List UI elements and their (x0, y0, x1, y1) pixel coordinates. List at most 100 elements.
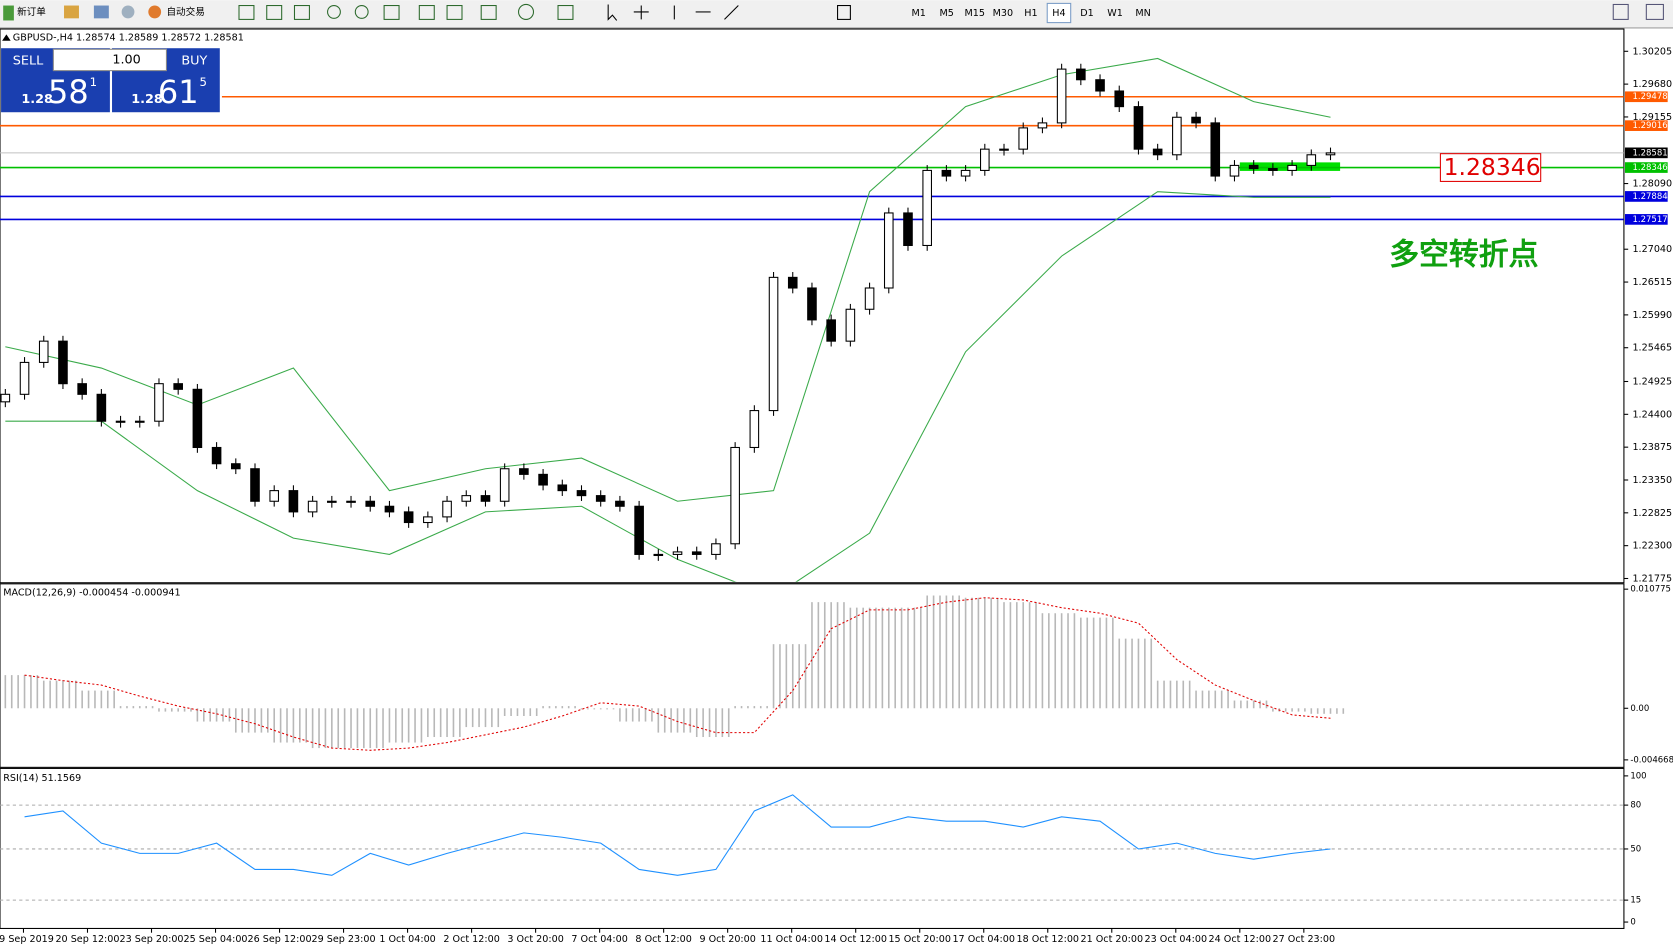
candle (403, 511, 414, 524)
label-tool[interactable] (837, 5, 851, 20)
candle (115, 420, 126, 423)
candle (480, 495, 491, 502)
candle (730, 446, 740, 545)
timeframe-button[interactable]: MN (1135, 8, 1150, 19)
tool-icon[interactable] (518, 3, 535, 20)
candle (96, 393, 107, 422)
search[interactable] (1612, 3, 1629, 20)
candle (38, 340, 49, 363)
auto-trading-button[interactable]: 自动交易 (166, 6, 204, 18)
x-tick-label: 7 Oct 04:00 (571, 934, 627, 945)
candle (749, 410, 760, 449)
candle (307, 500, 318, 513)
crosshair-tool[interactable] (633, 5, 649, 20)
price-line-label: 1.29478 (1632, 92, 1667, 102)
collapse-arrow[interactable] (2, 34, 11, 41)
candle (1133, 106, 1144, 150)
candle (845, 308, 856, 342)
timeframe-button[interactable]: M1 (911, 8, 925, 19)
tool-icon[interactable] (418, 5, 435, 20)
tool-icon[interactable] (64, 5, 79, 19)
timeframe-button[interactable]: W1 (1107, 8, 1123, 19)
sell-pips: 58 (48, 73, 89, 111)
toolbar (0, 0, 1673, 28)
y-tick-label: 1.22825 (1632, 508, 1672, 519)
tool-icon[interactable] (238, 5, 255, 20)
rsi-tick-label: 15 (1630, 896, 1641, 906)
candle (288, 490, 299, 513)
tool-icon[interactable] (93, 5, 109, 19)
candle (423, 516, 433, 524)
x-tick-label: 2 Oct 12:00 (443, 934, 499, 945)
y-tick-label: 1.24400 (1632, 409, 1672, 420)
buy-fraction: 5 (200, 75, 207, 89)
macd-tick-label: 0.010775 (1630, 585, 1671, 595)
tool-icon[interactable] (480, 5, 497, 20)
candle (499, 468, 510, 502)
candle (787, 276, 798, 289)
candle (77, 383, 87, 395)
candle (960, 169, 971, 177)
candle (327, 500, 337, 503)
tool-icon[interactable] (557, 5, 574, 20)
candle (384, 505, 395, 513)
candle (711, 543, 721, 555)
candle (1210, 122, 1221, 177)
y-tick-label: 1.27040 (1632, 244, 1672, 255)
candle (672, 551, 683, 555)
tool-icons (238, 3, 851, 21)
candle (1076, 68, 1086, 81)
rsi-tick-label: 50 (1630, 844, 1641, 854)
timeframe-button[interactable]: M5 (940, 8, 954, 19)
candle (134, 420, 145, 423)
y-tick-label: 1.22300 (1632, 541, 1672, 552)
candle (1152, 148, 1163, 156)
candle (1056, 68, 1067, 124)
candle (1268, 168, 1278, 171)
y-tick-label: 1.25990 (1632, 310, 1672, 321)
timeframe-button[interactable]: M30 (993, 8, 1014, 19)
zoom-in[interactable] (327, 5, 341, 19)
rsi-tick-label: 100 (1630, 771, 1646, 781)
chart-header: GBPUSD-,H4 1.28574 1.28589 1.28572 1.285… (13, 33, 244, 44)
lot-size[interactable]: 1.00 (112, 52, 141, 67)
rsi-label: RSI(14) 51.1569 (3, 773, 81, 784)
sell-button[interactable]: SELL (13, 54, 44, 69)
timeframe-button[interactable]: D1 (1080, 8, 1094, 19)
cursor-tool[interactable] (607, 4, 618, 21)
tool-icon[interactable] (446, 5, 463, 20)
new-order-button[interactable]: 新订单 (17, 6, 46, 18)
chat[interactable] (1645, 3, 1664, 20)
buy-button[interactable]: BUY (181, 54, 207, 69)
new-order-icon[interactable] (3, 5, 14, 21)
sell-fraction: 1 (90, 75, 97, 89)
y-tick-label: 1.24925 (1632, 376, 1672, 387)
price-line-tag (1624, 120, 1668, 131)
lower-band (5, 191, 1331, 582)
candle (1037, 122, 1048, 129)
candle (980, 148, 990, 171)
tool-icon[interactable] (266, 5, 283, 20)
upper-band (5, 57, 1331, 502)
candle (903, 212, 913, 247)
timeframe-button[interactable]: M15 (965, 8, 986, 19)
zoom-out[interactable] (354, 5, 369, 19)
y-tick-label: 1.25465 (1632, 343, 1672, 354)
tool-icon[interactable] (293, 5, 310, 20)
timeframe-button[interactable]: H1 (1024, 8, 1037, 19)
tool-icon[interactable] (383, 5, 400, 20)
candle (691, 551, 702, 555)
candle (864, 287, 875, 310)
candle (1287, 164, 1297, 171)
auto-trading-icon[interactable] (148, 5, 162, 19)
lot-box[interactable] (52, 48, 167, 72)
candle (192, 388, 203, 449)
y-tick-label: 1.29680 (1632, 79, 1672, 90)
candle (173, 383, 183, 390)
timeframe-button[interactable]: H4 (1052, 8, 1065, 19)
tool-icon[interactable] (121, 5, 135, 19)
trendline-tool[interactable] (724, 5, 739, 20)
candle (941, 169, 952, 177)
